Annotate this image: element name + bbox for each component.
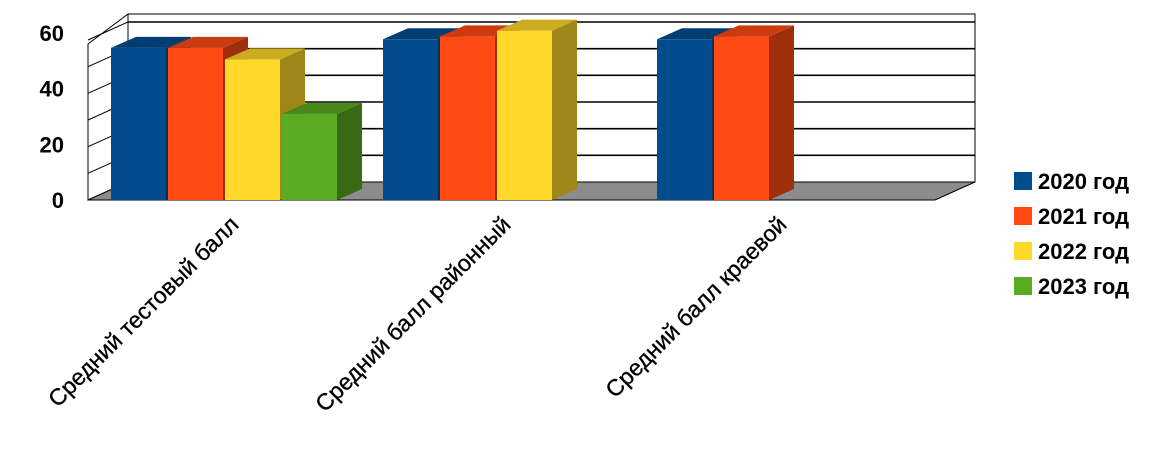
bar-side [769, 25, 794, 200]
legend-item: 2020 год [1014, 169, 1129, 194]
chart-bars [111, 19, 794, 201]
legend-item: 2022 год [1014, 239, 1129, 264]
legend-item: 2021 год [1014, 204, 1129, 229]
bar-4-1 [282, 102, 362, 200]
legend-swatch [1014, 172, 1032, 190]
bar-top [225, 48, 305, 60]
legend-label: 2022 год [1038, 239, 1129, 264]
gridline-side [87, 21, 129, 41]
bar-front [282, 113, 337, 200]
x-axis-category-labels: Средний тестовый балл Средний балл районн… [43, 211, 792, 417]
x-category-label: Средний балл краевой [600, 211, 791, 402]
chart-legend: 2020 год 2021 год 2022 год 2023 год [1014, 169, 1129, 299]
x-category-label: Средний тестовый балл [43, 211, 244, 412]
bar-front [657, 39, 712, 200]
bar-front [714, 36, 769, 200]
y-axis-tick-labels: 0 20 40 60 [40, 21, 64, 213]
y-tick-label: 20 [40, 132, 64, 157]
bar-top [111, 36, 191, 48]
bar-3-2 [497, 19, 577, 201]
legend-swatch [1014, 207, 1032, 225]
y-tick-label: 0 [52, 188, 64, 213]
bar-front [111, 47, 166, 200]
bar-top [497, 19, 577, 31]
bar-front [225, 59, 280, 201]
bar-side [337, 102, 362, 200]
bar-front [168, 47, 223, 200]
y-tick-label: 60 [40, 21, 64, 46]
bar-top [168, 36, 248, 48]
legend-item: 2023 год [1014, 274, 1129, 299]
y-tick-label: 40 [40, 77, 64, 102]
bar-top [282, 102, 362, 114]
bar-front [440, 36, 495, 200]
bar-top [714, 25, 794, 37]
bar-front [383, 39, 438, 200]
legend-swatch [1014, 277, 1032, 295]
legend-label: 2021 год [1038, 204, 1129, 229]
x-category-label: Средний балл районный [310, 211, 515, 416]
bar-front [497, 30, 552, 201]
bar-side [552, 19, 577, 201]
bar-2-3 [714, 25, 794, 200]
legend-label: 2023 год [1038, 274, 1129, 299]
legend-label: 2020 год [1038, 169, 1129, 194]
legend-swatch [1014, 242, 1032, 260]
